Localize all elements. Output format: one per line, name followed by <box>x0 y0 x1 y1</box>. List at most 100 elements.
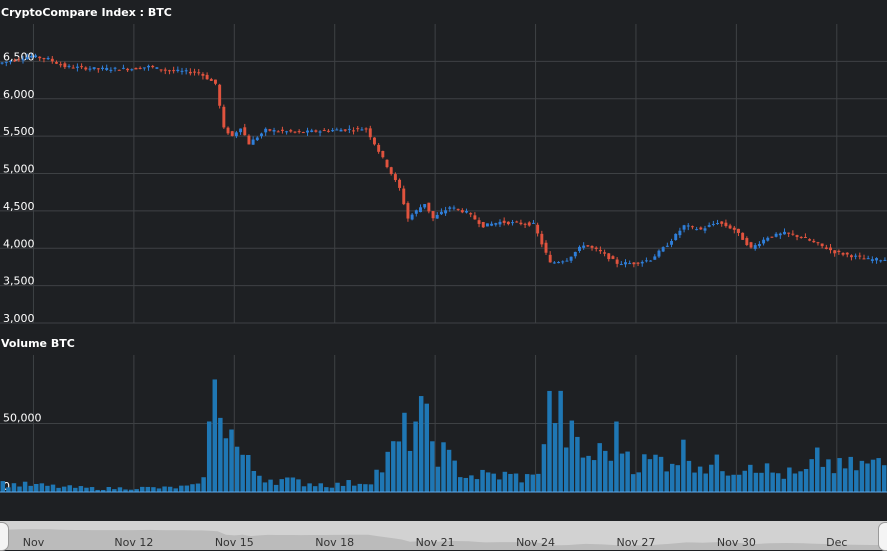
candle-body <box>184 70 188 72</box>
volume-bar <box>798 471 803 492</box>
candle-body <box>448 207 452 209</box>
candle-body <box>506 221 510 225</box>
candle-body <box>695 229 699 231</box>
candle-body <box>753 245 757 249</box>
candle-body <box>63 63 67 68</box>
candle-body <box>783 231 786 235</box>
volume-y-tick-label: 0 <box>3 480 10 493</box>
candle-body <box>239 128 243 133</box>
candle-body <box>490 223 494 226</box>
candle-body <box>485 223 489 227</box>
candle-body <box>795 235 799 237</box>
volume-bar <box>519 482 524 492</box>
volume-bar <box>625 451 630 492</box>
volume-bar <box>374 469 379 492</box>
navigator-x-label: Nov 18 <box>315 536 354 549</box>
candle-body <box>720 221 724 224</box>
volume-bar <box>407 450 413 492</box>
candle-body <box>159 69 163 71</box>
candle-body <box>624 262 627 265</box>
volume-bar <box>151 487 156 492</box>
candle-body <box>732 227 736 230</box>
candle-body <box>435 214 439 219</box>
volume-bar <box>619 453 625 492</box>
volume-bar <box>357 483 363 492</box>
volume-bar <box>6 487 11 492</box>
navigator-x-label: Nov 12 <box>114 536 153 549</box>
candle-body <box>142 67 146 69</box>
volume-bar <box>218 417 223 492</box>
volume-bar <box>128 489 134 492</box>
volume-bar <box>759 472 764 492</box>
candle-body <box>728 225 732 229</box>
volume-bar <box>787 467 792 492</box>
volume-bar <box>424 403 429 492</box>
volume-bar <box>731 474 736 492</box>
candle-body <box>306 130 309 133</box>
volume-bar <box>11 483 17 492</box>
volume-bar <box>854 470 859 492</box>
candle-body <box>573 251 577 257</box>
candle-body <box>8 61 12 63</box>
candle-body <box>615 259 619 264</box>
volume-bar <box>22 481 28 492</box>
volume-bar <box>206 421 212 492</box>
candle-body <box>561 261 565 263</box>
candle-body <box>611 256 615 259</box>
candle-body <box>289 130 293 132</box>
candle-body <box>209 79 213 81</box>
candle-body <box>188 71 192 74</box>
candle-body <box>536 224 540 234</box>
volume-bar <box>709 464 714 492</box>
volume-bar <box>881 465 887 492</box>
candle-body <box>762 239 766 244</box>
candle-body <box>419 207 422 213</box>
candle-body <box>205 74 209 80</box>
candle-body <box>628 263 632 265</box>
candle-body <box>406 203 410 219</box>
navigator-right-handle[interactable] <box>878 522 887 551</box>
volume-bar <box>669 463 675 492</box>
volume-bar <box>145 486 151 492</box>
candle-body <box>176 69 180 72</box>
volume-bar <box>324 487 329 492</box>
candle-body <box>155 67 159 69</box>
volume-bar <box>234 446 240 492</box>
candle-body <box>502 220 506 223</box>
candle-body <box>875 258 879 261</box>
candle-body <box>251 139 255 145</box>
volume-bar <box>831 473 837 492</box>
navigator-x-label: Nov 30 <box>717 536 756 549</box>
candle-body <box>569 256 573 261</box>
candle-body <box>109 69 113 71</box>
candle-body <box>180 70 184 72</box>
volume-bar <box>61 486 67 492</box>
candle-body <box>879 260 883 262</box>
volume-bar <box>748 464 753 492</box>
candle-body <box>356 128 360 130</box>
candle-body <box>297 131 301 133</box>
candle-body <box>427 202 431 212</box>
volume-bar <box>463 477 469 492</box>
volume-bar <box>608 460 614 492</box>
candle-body <box>50 58 54 62</box>
candle-body <box>619 264 623 266</box>
candle-body <box>343 129 347 131</box>
volume-bar <box>820 466 826 492</box>
volume-bar <box>246 454 251 492</box>
navigator-series <box>0 529 887 550</box>
volume-bar <box>597 443 602 492</box>
volume-bar <box>524 474 530 492</box>
candle-body <box>80 66 84 68</box>
volume-bar <box>89 487 95 492</box>
navigator-left-handle[interactable] <box>0 522 9 551</box>
candle-body <box>703 228 707 231</box>
candle-body <box>741 232 745 240</box>
volume-bar <box>580 457 586 492</box>
candle-body <box>339 129 343 132</box>
volume-bar <box>513 473 519 492</box>
candle-body <box>757 243 761 247</box>
candle-body <box>456 208 460 210</box>
candle-body <box>151 65 155 68</box>
